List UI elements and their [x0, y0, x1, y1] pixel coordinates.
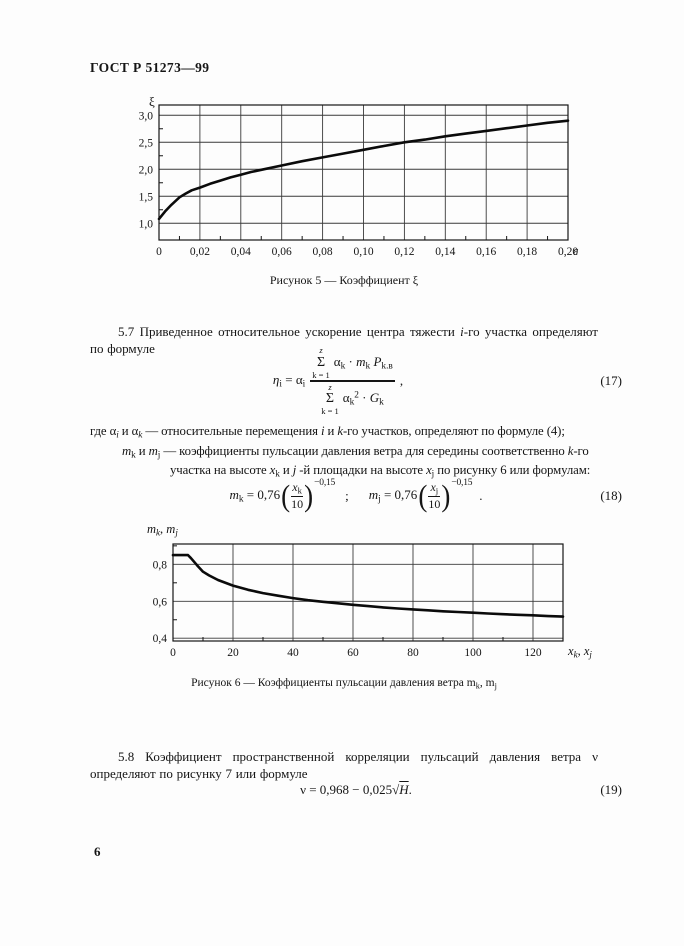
page-number: 6: [94, 844, 101, 859]
svg-text:100: 100: [464, 647, 482, 659]
svg-text:0,08: 0,08: [313, 246, 333, 258]
figure-6-x-axis-label: xk, xj: [568, 644, 592, 660]
formula-18-fraction-1: xk 10: [291, 479, 304, 512]
svg-text:40: 40: [287, 647, 299, 659]
exponent: −0,15: [451, 478, 473, 488]
svg-text:3,0: 3,0: [139, 110, 154, 122]
svg-text:1,0: 1,0: [139, 218, 154, 230]
svg-text:0: 0: [156, 246, 162, 258]
formula-18: mk = 0,76 ( xk 10 ) −0,15 ; mj = 0,76 ( …: [90, 472, 622, 520]
formula-18-number: (18): [600, 488, 622, 503]
svg-text:0,06: 0,06: [272, 246, 292, 258]
sum-symbol: z Σ k = 1: [312, 345, 330, 380]
figure-5-chart: 0 0,02 0,04 0,06 0,08 0,10 0,12 0,14 0,16 0,18 0,2…: [139, 104, 578, 258]
svg-text:20: 20: [227, 647, 239, 659]
formula-19-number: (19): [600, 782, 622, 797]
svg-text:2,5: 2,5: [139, 137, 154, 149]
svg-text:0,16: 0,16: [476, 246, 496, 258]
svg-text:2,0: 2,0: [139, 164, 154, 176]
svg-text:0: 0: [170, 647, 176, 659]
svg-text:0,02: 0,02: [190, 246, 210, 258]
svg-text:120: 120: [524, 647, 542, 659]
svg-text:0,6: 0,6: [153, 596, 168, 608]
svg-text:0,20: 0,20: [558, 246, 578, 258]
svg-text:0,14: 0,14: [435, 246, 455, 258]
svg-text:1,5: 1,5: [139, 191, 154, 203]
svg-text:0,12: 0,12: [394, 246, 414, 258]
svg-text:80: 80: [407, 647, 419, 659]
sum-symbol: z Σ k = 1: [321, 381, 339, 417]
fraction-bar: [291, 496, 304, 498]
formula-18-body: mk = 0,76 ( xk 10 ) −0,15 ; mj = 0,76 ( …: [229, 478, 483, 513]
formula-19: ν = 0,968 − 0,025 √ H . (19): [90, 778, 622, 802]
separator: ;: [345, 488, 349, 503]
right-paren: ): [304, 478, 314, 513]
svg-text:0,04: 0,04: [231, 246, 251, 258]
where-line-2: mk и mj — коэффициенты пульсации давлени…: [122, 443, 591, 479]
figure-6-caption: Рисунок 6 — Коэффициенты пульсации давле…: [191, 677, 497, 691]
figure-6-y-axis-label: mk, mj: [147, 522, 178, 538]
formula-17-numerator: z Σ k = 1 αk · mk Pk.в: [312, 345, 393, 380]
section-5-8-paragraph: 5.8 Коэффициент пространственной корреля…: [90, 749, 598, 781]
svg-text:0,18: 0,18: [517, 246, 537, 258]
svg-text:0,10: 0,10: [353, 246, 373, 258]
where-line-1: где αi и αk — относительные перемещения …: [90, 424, 565, 440]
formula-19-body: ν = 0,968 − 0,025 √ H .: [300, 782, 412, 797]
exponent: −0,15: [314, 478, 336, 488]
figure-6-chart: 0 20 40 60 80 100 120 0,4 0,6 0,8: [153, 543, 565, 659]
figure-5-y-axis-label: ξ: [149, 94, 155, 109]
section-5-7-paragraph: 5.7 Приведенное относительное ускорение …: [90, 324, 598, 356]
left-paren: (: [281, 478, 291, 513]
right-paren: ): [441, 478, 451, 513]
document-header: ГОСТ Р 51273—99: [90, 60, 210, 75]
formula-17-denominator: z Σ k = 1 αk2 · Gk: [321, 381, 384, 417]
fraction-bar: [310, 380, 395, 382]
figure-5-x-axis-label: ε: [573, 243, 579, 258]
svg-text:0,4: 0,4: [153, 633, 168, 645]
formula-17-comma: ,: [399, 373, 404, 388]
formula-18-period: .: [479, 488, 483, 503]
formula-18-fraction-2: xj 10: [428, 479, 441, 512]
where-clause: где αi и αk — относительные перемещения …: [90, 423, 622, 482]
formula-17-number: (17): [600, 373, 622, 388]
svg-text:0,8: 0,8: [153, 559, 168, 571]
formula-17-body: ηi = αi z Σ k = 1 αk · mk Pk.в z Σ k = 1: [273, 346, 403, 415]
formula-17: ηi = αi z Σ k = 1 αk · mk Pk.в z Σ k = 1: [90, 346, 622, 415]
svg-text:60: 60: [347, 647, 359, 659]
fraction-bar: [428, 496, 441, 498]
formula-17-fraction: z Σ k = 1 αk · mk Pk.в z Σ k = 1 αk2 · G…: [310, 346, 395, 415]
left-paren: (: [418, 478, 428, 513]
figure-5-caption: Рисунок 5 — Коэффициент ξ: [269, 273, 419, 287]
formula-17-lhs: ηi = αi: [272, 372, 306, 390]
